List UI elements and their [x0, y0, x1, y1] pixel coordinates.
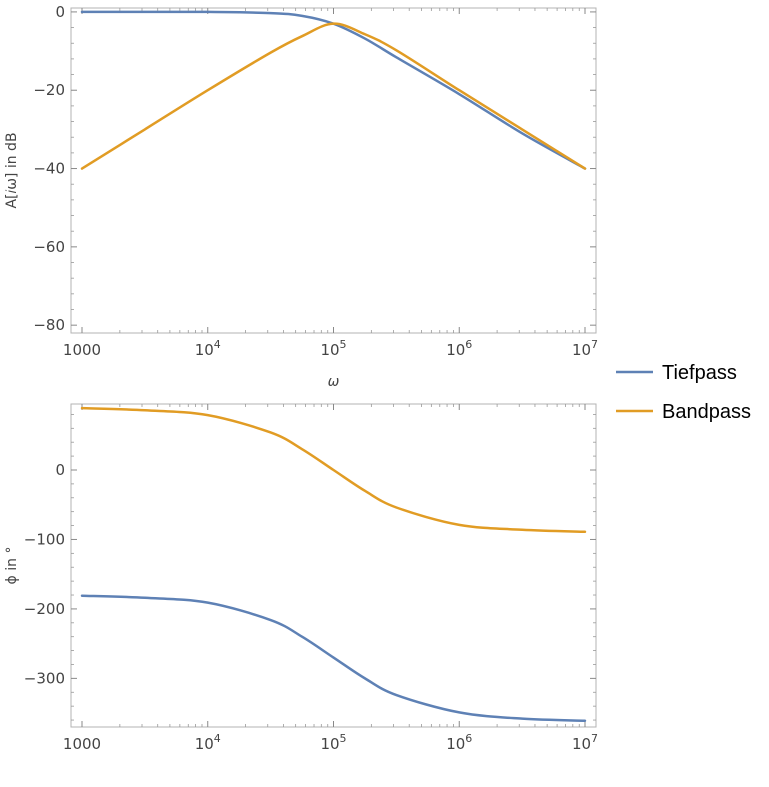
x-axis-title: ω [328, 374, 340, 390]
legend-label-bandpass: Bandpass [662, 401, 751, 423]
x-tick-label-base: 1000 [63, 735, 101, 753]
y-tick-label: −200 [24, 600, 65, 618]
x-tick-label: 107 [572, 338, 598, 359]
y-tick-label: −40 [33, 160, 65, 178]
y-tick-label: −100 [24, 530, 65, 548]
y-tick-label: −60 [33, 238, 65, 256]
x-tick-label-exponent: 6 [465, 732, 472, 745]
x-tick-label-exponent: 7 [591, 732, 598, 745]
x-tick-label-base: 10 [572, 341, 591, 359]
x-tick-label-exponent: 4 [214, 732, 221, 745]
x-tick-label-base: 1000 [63, 341, 101, 359]
y-tick-label: −20 [33, 81, 65, 99]
y-tick-label: −80 [33, 316, 65, 334]
y-tick-label: 0 [55, 461, 65, 479]
x-tick-label: 106 [446, 732, 472, 753]
x-tick-label-base: 10 [572, 735, 591, 753]
y-axis-title: A[𝑖ω] in dB [4, 132, 20, 208]
x-tick-label: 104 [195, 338, 221, 359]
y-tick-label: −300 [24, 669, 65, 687]
x-tick-label-base: 10 [446, 735, 465, 753]
x-tick-label-exponent: 7 [591, 338, 598, 351]
x-tick-label: 1000 [63, 735, 101, 753]
x-tick-label-base: 10 [195, 341, 214, 359]
x-tick-label-exponent: 4 [214, 338, 221, 351]
x-tick-label: 104 [195, 732, 221, 753]
x-tick-label-base: 10 [320, 341, 339, 359]
plot-frame [70, 7, 597, 334]
series-line-bandpass [80, 22, 587, 170]
x-tick-label-base: 10 [446, 341, 465, 359]
y-axis-title: ϕ in ° [4, 547, 20, 585]
series-line-bandpass [80, 406, 587, 534]
x-tick-label-base: 10 [320, 735, 339, 753]
x-tick-label: 105 [320, 732, 346, 753]
legend: Tiefpass Bandpass [616, 362, 751, 423]
x-tick-label: 1000 [63, 341, 101, 359]
legend-label-tiefpass: Tiefpass [662, 362, 737, 384]
x-tick-label: 107 [572, 732, 598, 753]
x-tick-label-exponent: 5 [340, 338, 347, 351]
x-tick-label-exponent: 5 [340, 732, 347, 745]
x-tick-label: 105 [320, 338, 346, 359]
series-line-tiefpass [80, 10, 587, 170]
y-tick-label: 0 [55, 3, 65, 21]
plot-frame [70, 403, 597, 728]
x-tick-label-base: 10 [195, 735, 214, 753]
series-line-tiefpass [80, 594, 587, 722]
x-tick-label-exponent: 6 [465, 338, 472, 351]
x-tick-label: 106 [446, 338, 472, 359]
